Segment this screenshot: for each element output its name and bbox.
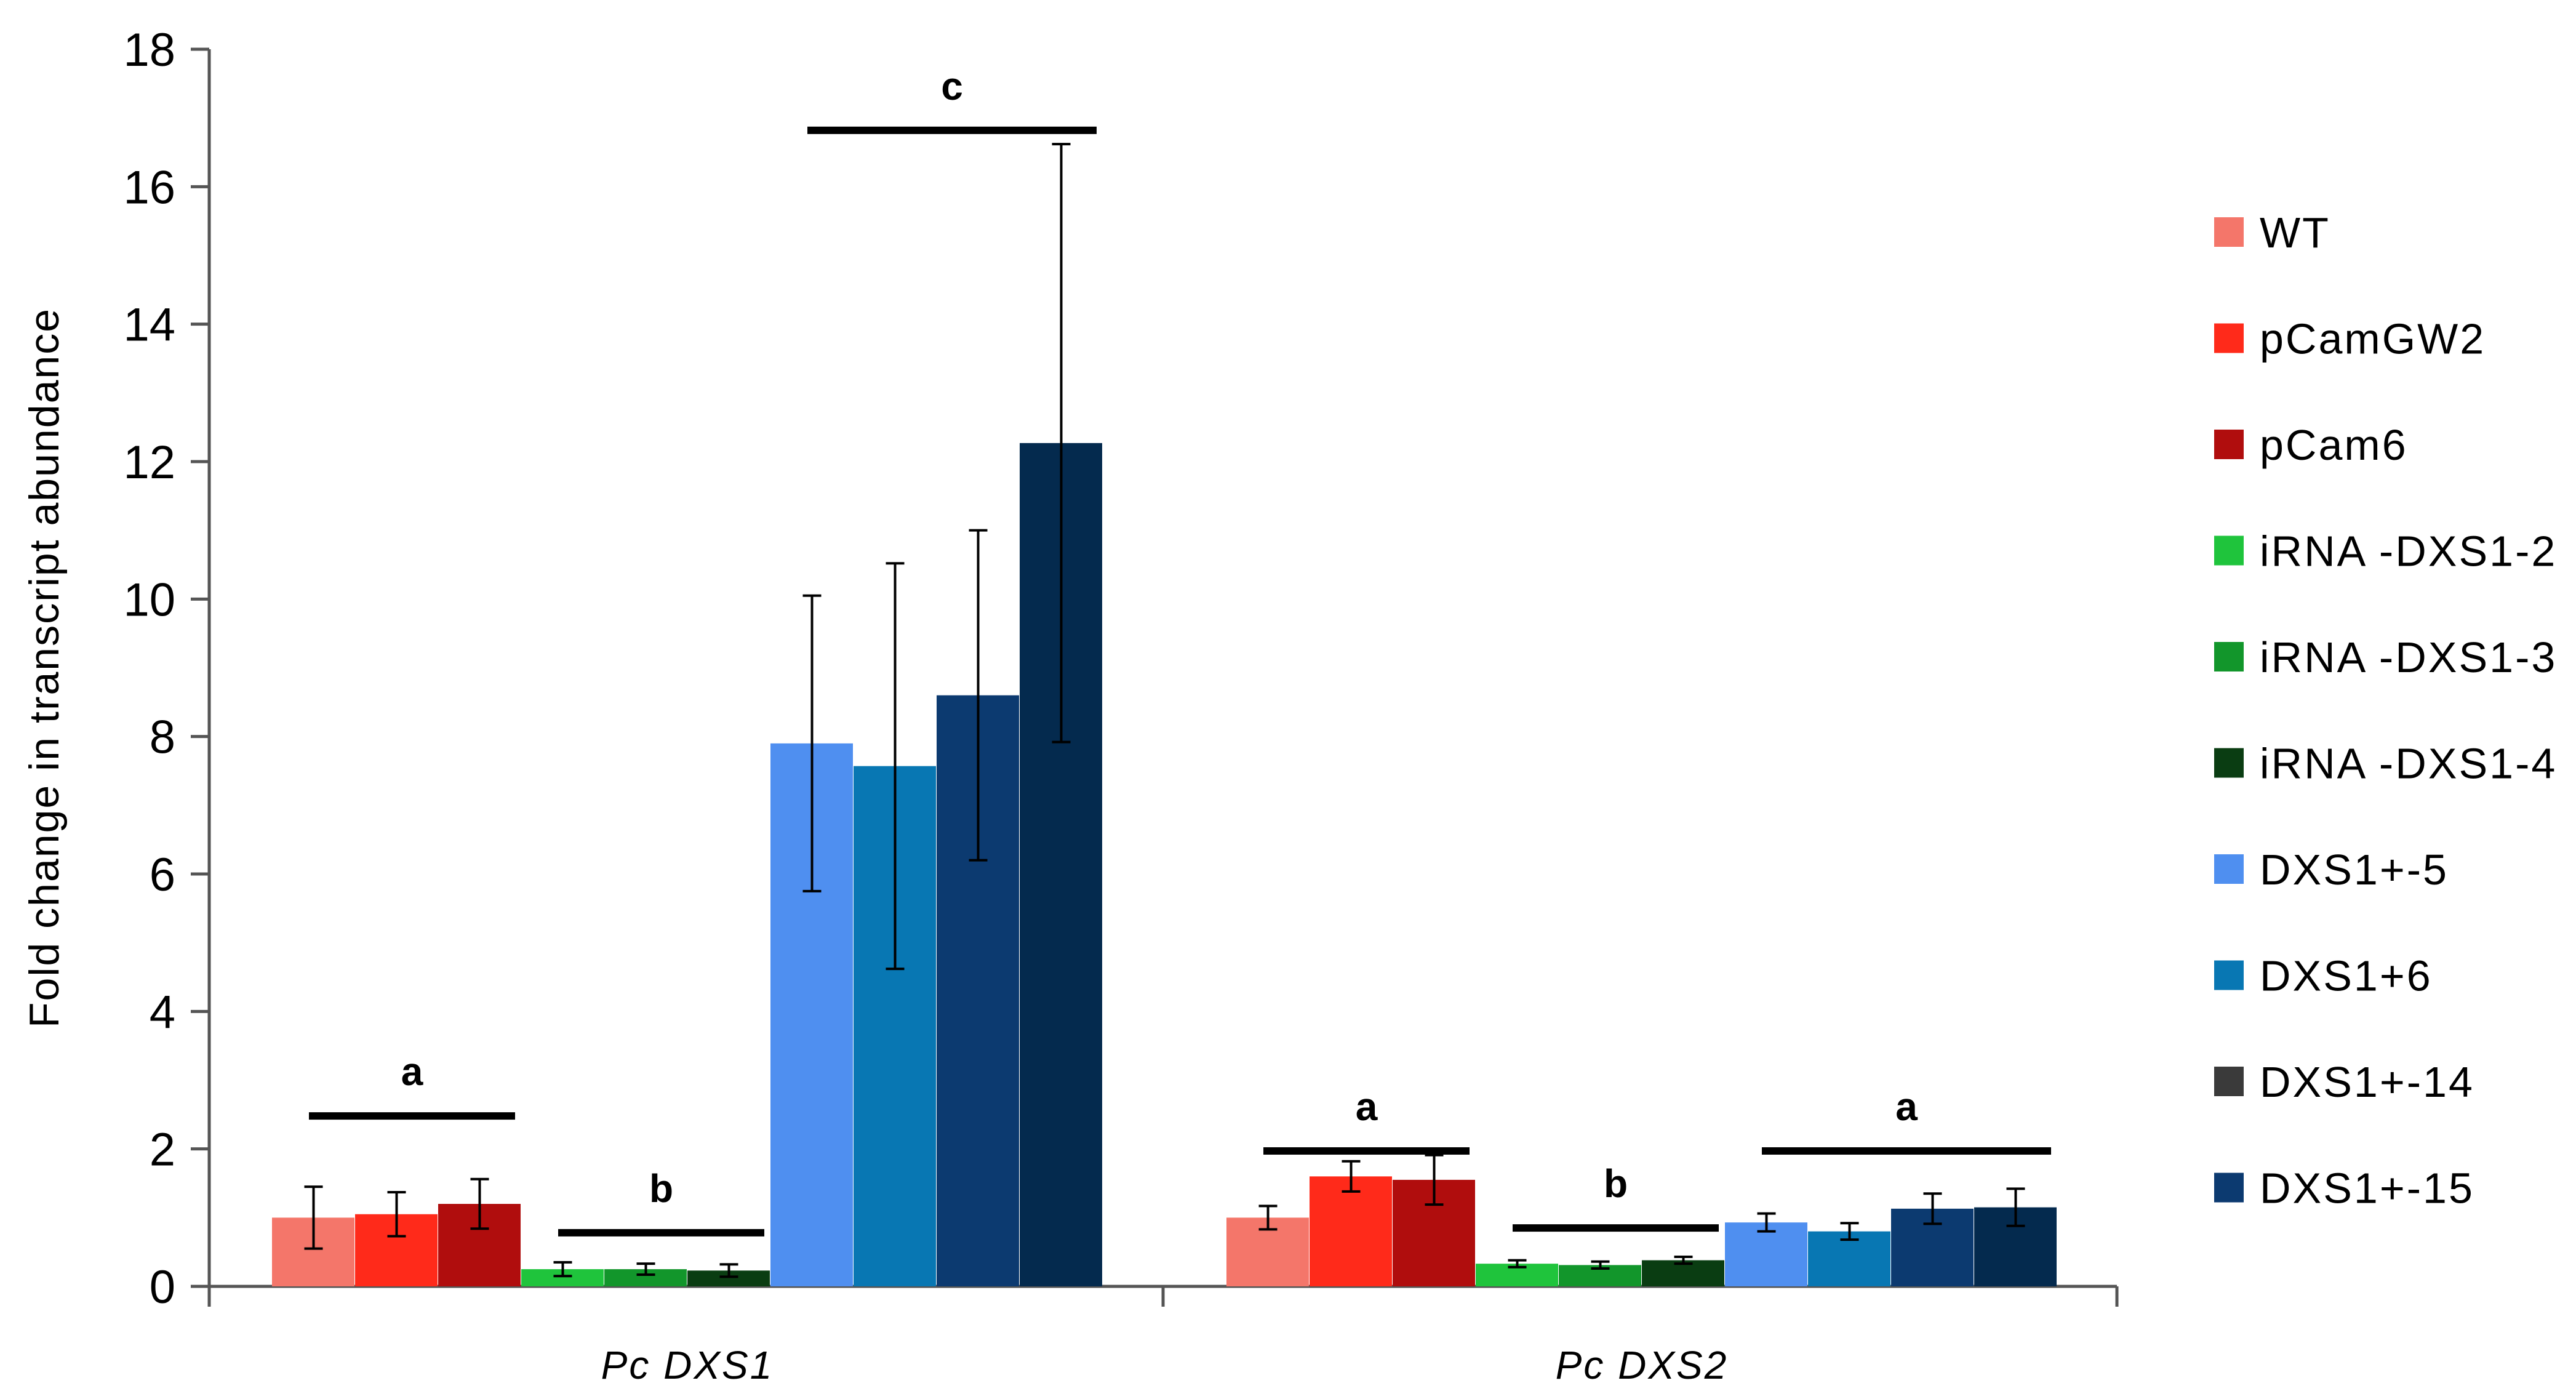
y-tick-label: 8 (150, 712, 175, 764)
legend-swatch (2214, 217, 2244, 247)
significance-letter: b (649, 1166, 673, 1211)
significance-letter: b (1604, 1161, 1628, 1206)
legend-swatch (2214, 748, 2244, 778)
y-tick-label: 6 (150, 849, 175, 901)
legend-label: DXS1+-5 (2260, 846, 2449, 894)
error-bars (304, 143, 2025, 1278)
legend-label: DXS1+6 (2260, 952, 2433, 1000)
legend-label: iRNA -DXS1-2 (2260, 527, 2557, 575)
y-tick-label: 10 (123, 574, 175, 626)
legend-label: iRNA -DXS1-3 (2260, 633, 2557, 681)
legend-swatch (2214, 854, 2244, 884)
y-tick-label: 4 (150, 986, 175, 1038)
bar (1725, 1222, 1807, 1286)
legend-label: WT (2260, 209, 2330, 257)
legend-swatch (2214, 1173, 2244, 1203)
legend-label: iRNA -DXS1-4 (2260, 740, 2557, 788)
y-tick-label: 16 (123, 161, 175, 214)
legend-label: pCam6 (2260, 421, 2408, 469)
legend-swatch (2214, 323, 2244, 353)
legend-label: DXS1+-15 (2260, 1164, 2474, 1213)
legend-label: pCamGW2 (2260, 315, 2486, 363)
y-axis-ticks: 0 2 4 6 8 10 12 14 16 18 (123, 24, 209, 1313)
legend-label: DXS1+-14 (2260, 1058, 2474, 1106)
y-tick-label: 0 (150, 1261, 175, 1313)
y-tick-label: 18 (123, 24, 175, 76)
significance-letter: c (941, 64, 963, 108)
bar (1310, 1176, 1392, 1286)
legend-swatch (2214, 960, 2244, 990)
legend: WT pCamGW2 pCam6 iRNA -DXS1-2 iRNA -DXS1-3 iR… (2214, 209, 2557, 1213)
y-tick-label: 12 (123, 436, 175, 489)
significance-letter: a (401, 1049, 423, 1094)
category-labels: Pc DXS1 Pc DXS2 (601, 1343, 1729, 1387)
legend-swatch (2214, 535, 2244, 566)
y-tick-label: 14 (123, 299, 175, 351)
significance-letter: a (1356, 1084, 1378, 1129)
y-tick-label: 2 (150, 1124, 175, 1176)
category-label: Pc DXS1 (601, 1343, 774, 1387)
legend-swatch (2214, 1067, 2244, 1096)
legend-swatch (2214, 642, 2244, 671)
significance-markers: a b c a b a (309, 64, 2051, 1237)
bars (272, 443, 2057, 1286)
category-label: Pc DXS2 (1556, 1343, 1729, 1387)
legend-swatch (2214, 430, 2244, 459)
significance-letter: a (1895, 1084, 1918, 1129)
y-axis-label: Fold change in transcript abundance (21, 308, 68, 1028)
